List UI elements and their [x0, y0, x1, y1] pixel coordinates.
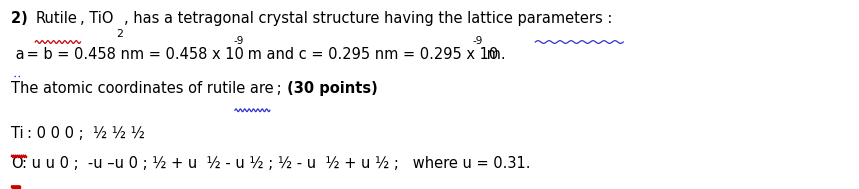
Text: m.: m. — [483, 47, 506, 62]
Text: Rutile: Rutile — [35, 11, 77, 26]
Text: 2): 2) — [11, 11, 34, 26]
Text: Ti: Ti — [11, 125, 24, 141]
Text: m and c = 0.295 nm = 0.295 x 10: m and c = 0.295 nm = 0.295 x 10 — [243, 47, 499, 62]
Text: The atomic coordinates of rutile are: The atomic coordinates of rutile are — [11, 81, 274, 96]
Text: 2: 2 — [116, 29, 123, 39]
Text: = b = 0.458 nm = 0.458 x 10: = b = 0.458 nm = 0.458 x 10 — [21, 47, 243, 62]
Text: (30 points): (30 points) — [282, 81, 378, 96]
Text: : u u 0 ;  -u –u 0 ; ½ + u  ½ - u ½ ; ½ - u  ½ + u ½ ;   where u = 0.31.: : u u 0 ; -u –u 0 ; ½ + u ½ - u ½ ; ½ - … — [21, 156, 530, 171]
Text: , has a tetragonal crystal structure having the lattice parameters :: , has a tetragonal crystal structure hav… — [124, 11, 612, 26]
Text: , TiO: , TiO — [81, 11, 114, 26]
Text: a: a — [11, 47, 25, 62]
Text: -9: -9 — [233, 36, 244, 46]
Text: O: O — [11, 156, 23, 171]
Text: : 0 0 0 ;  ½ ½ ½: : 0 0 0 ; ½ ½ ½ — [27, 125, 144, 141]
Text: -9: -9 — [472, 36, 483, 46]
Text: ;: ; — [272, 81, 282, 96]
